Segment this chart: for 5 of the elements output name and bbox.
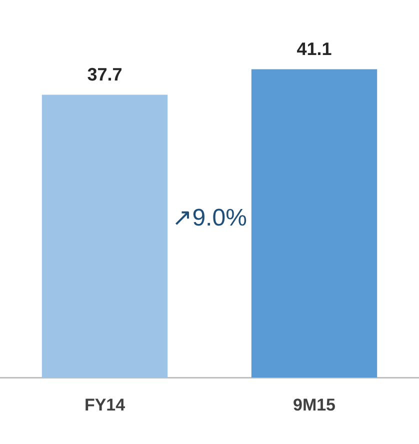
data-label: 37.7 xyxy=(87,64,122,85)
annotation: ↗9.0% xyxy=(172,204,247,232)
x-tick-label: 9M15 xyxy=(292,395,336,414)
data-label: 41.1 xyxy=(296,39,332,60)
x-tick-label: FY14 xyxy=(84,395,126,414)
